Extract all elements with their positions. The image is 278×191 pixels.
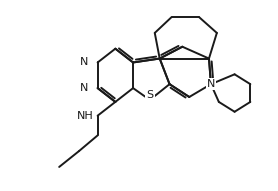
Text: NH: NH <box>77 111 94 121</box>
Text: N: N <box>80 57 88 67</box>
Text: S: S <box>146 90 153 100</box>
Text: N: N <box>80 83 88 93</box>
Text: N: N <box>207 79 215 89</box>
